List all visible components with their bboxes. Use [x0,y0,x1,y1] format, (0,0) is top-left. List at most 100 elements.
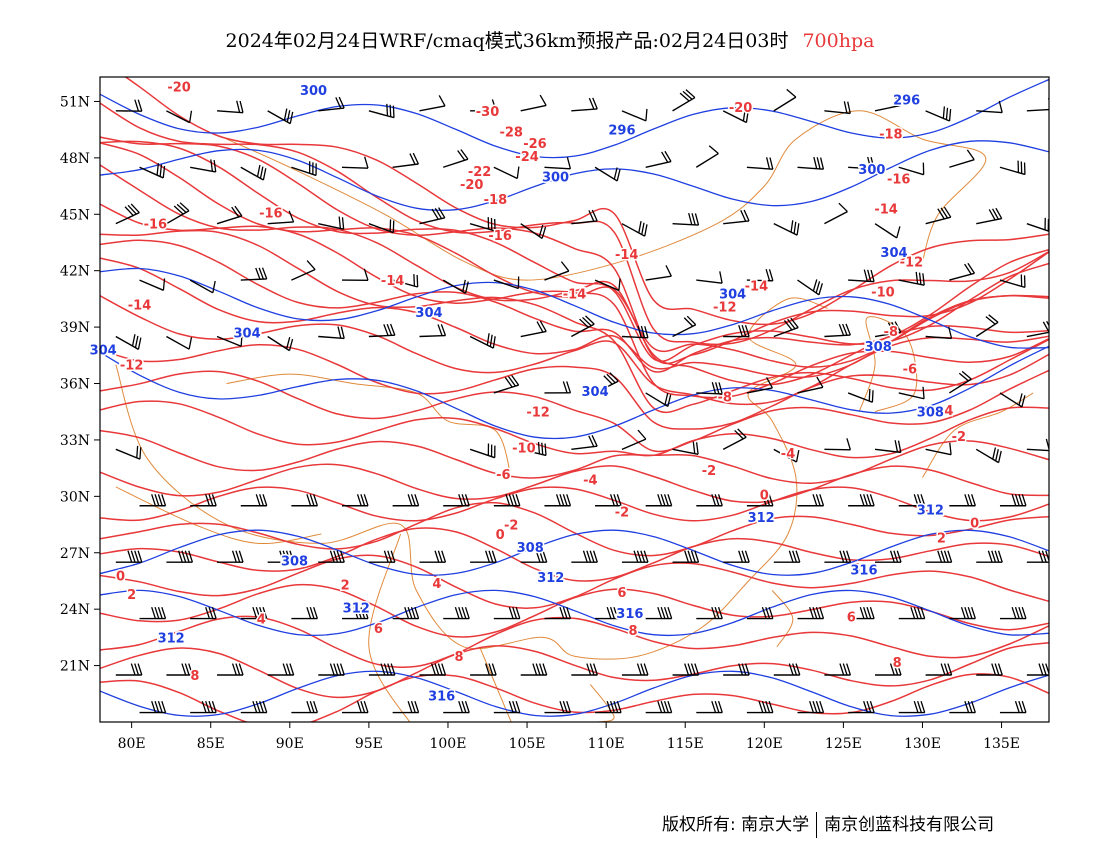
isotherm-label: 2 [937,532,946,547]
wind-barb [595,700,622,714]
wind-barb [240,494,268,507]
height-label: 312 [158,631,185,646]
isotherm-label: -8 [718,391,732,406]
wind-barb [824,663,852,676]
lat-tick-label: 51N [60,94,90,110]
height-contour-line [100,78,1049,159]
wind-barb [267,663,295,676]
wind-barb [341,268,369,281]
wind-barbs [115,88,1049,714]
wind-barb [469,443,496,459]
wind-barb [571,315,595,338]
isotherm-label: -20 [729,101,753,116]
wind-barb [797,376,824,394]
wind-barb [443,149,469,168]
height-label: 296 [893,94,920,109]
boundary-line [226,373,512,478]
wind-barb [166,550,194,563]
wind-barb [139,163,166,179]
wind-barb [696,381,723,395]
isotherm-label: 2 [127,588,136,603]
wind-barb [318,216,345,230]
boundary-line [115,297,828,660]
wind-barb [392,494,420,507]
wind-barb [291,606,318,620]
wind-barb [999,274,1026,289]
wind-barb [419,550,447,563]
wind-barb [773,88,797,112]
wind-barb [949,262,975,281]
wind-barb [949,700,976,714]
lat-tick-label: 33N [60,433,90,449]
copyright-label: 版权所有: [662,815,736,835]
wind-barb [824,101,851,115]
lon-tick-label: 135E [983,736,1020,752]
height-contour-line [100,267,1049,349]
wind-barb [645,265,672,281]
height-label: 316 [850,564,877,579]
wind-barb [848,156,875,170]
country-boundaries [115,110,1034,722]
wind-barb [520,320,547,338]
wind-barb [291,700,318,714]
wind-barb [875,550,902,563]
wind-barb [341,700,369,714]
wind-barb [746,269,774,282]
boundary-line [589,684,615,722]
wind-barb [571,435,598,451]
isotherm-label: -10 [512,441,536,456]
wind-barb [291,161,317,177]
height-label: 300 [300,84,327,99]
wind-barb [318,96,345,112]
wind-barb [341,606,369,620]
isotherm-label: 8 [455,650,464,665]
wind-barb [976,550,1003,563]
isotherm-label: -18 [879,127,903,142]
wind-barb [999,392,1026,408]
isotherm-line [100,136,1049,365]
title-text: 2024年02月24日WRF/cmaq模式36km预报产品:02月24日03时 [225,30,789,52]
wind-barb [976,207,1003,225]
lon-tick-label: 120E [746,736,783,752]
height-label: 312 [748,511,775,526]
lat-tick-label: 21N [60,659,90,675]
wind-barb [291,494,318,507]
isotherm-label: -6 [903,362,917,377]
wind-barb [898,271,925,286]
height-label: 304 [880,246,907,261]
wind-barb [874,223,901,239]
wind-barb [824,202,848,225]
lon-tick-label: 95E [355,736,383,752]
wind-barb [746,494,774,507]
wind-barb [368,103,395,119]
copyright-org-nju: 南京大学 [741,815,810,835]
wind-barb [190,606,217,620]
wind-barb [848,606,875,620]
isotherm-label: -4 [781,447,795,462]
isotherm-label: -24 [515,150,539,165]
isotherm-label: 0 [116,569,125,584]
height-label: 304 [234,327,261,342]
wind-barb [797,700,825,714]
height-contour-line [100,140,1049,212]
height-label: 316 [616,607,643,622]
wind-barb [672,315,697,338]
wind-barb [621,325,649,339]
wind-barb [493,700,521,714]
isotherm-line [100,229,1049,413]
lat-tick-label: 27N [60,546,90,562]
height-contour-line [100,529,1049,576]
isotherm-label: 6 [374,622,383,637]
isotherm-label: -12 [713,300,737,315]
wind-barb [443,606,470,620]
wind-barb [190,700,217,714]
lon-tick-label: 105E [509,736,546,752]
wind-barb [848,494,875,507]
wind-barb [442,279,469,294]
wind-barb [139,606,167,620]
wind-barb [190,159,217,173]
isotherm-label: 8 [628,624,637,639]
wind-barb [240,606,268,620]
wind-barb [976,663,1003,676]
wind-barb [594,166,621,182]
